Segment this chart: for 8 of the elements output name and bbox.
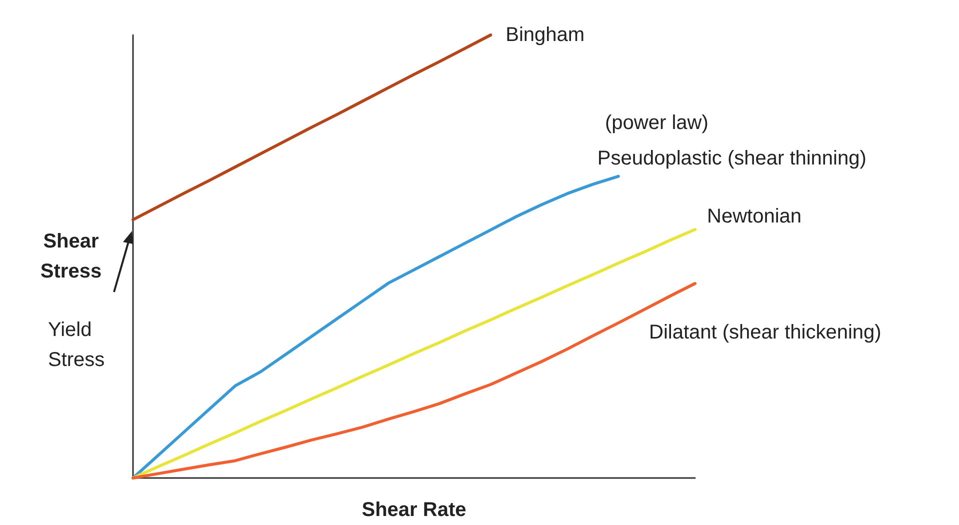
y-axis-title: Shear Stress (40, 230, 102, 282)
x-axis-title: Shear Rate (362, 499, 466, 521)
annotation: (power law) (605, 112, 708, 134)
series-label: Newtonian (707, 205, 802, 228)
series-label: Dilatant (shear thickening) (649, 322, 882, 344)
series-label: Bingham (506, 24, 585, 46)
text: Yield Stress (48, 319, 105, 371)
series-label: Pseudoplastic (shear thinning) (597, 147, 866, 170)
